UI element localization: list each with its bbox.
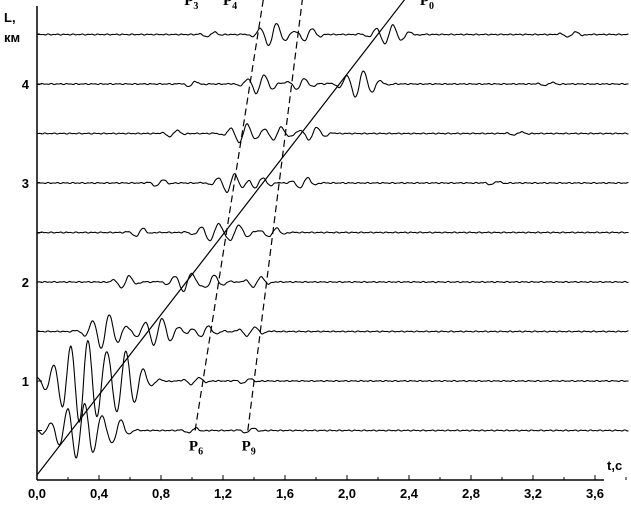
tick-group: 0,0 0,4 0,8 1,2 1,6 2,0 2,4 2,8 3,2 3,6 1 2 3 4: [22, 34, 627, 501]
trace-3: [36, 314, 629, 349]
axes: [36, 6, 604, 481]
trace-7: [37, 123, 629, 144]
trace-5: [36, 222, 629, 242]
wave-label-p9: P9: [242, 438, 256, 457]
y-axis-label-line1: L,: [4, 10, 16, 25]
trace-group: [36, 23, 629, 459]
x-tick-label: 3,2: [524, 486, 542, 501]
y-tick-label: 4: [22, 77, 30, 92]
trace-4: [37, 272, 629, 293]
line-p0: [36, 0, 406, 476]
trace-6: [36, 172, 629, 193]
wave-label-p0: P0: [420, 0, 434, 12]
line-p3: [194, 0, 264, 431]
y-tick-label: 3: [22, 176, 29, 191]
y-axis-label-line2: км: [4, 30, 20, 45]
wave-label-p3: P3: [184, 0, 198, 12]
trace-9: [36, 23, 629, 46]
trace-8: [36, 70, 629, 98]
wave-label-p6: P6: [189, 438, 203, 457]
x-axis-label: t,c: [607, 458, 622, 473]
x-tick-label: 2,8: [462, 486, 480, 501]
line-p4: [247, 0, 303, 431]
trace-2: [36, 339, 629, 424]
y-tick-label: 2: [22, 275, 29, 290]
x-tick-label: 2,0: [338, 486, 356, 501]
x-tick-label: 3,6: [586, 486, 604, 501]
y-tick-label: 1: [22, 374, 29, 389]
x-tick-label: 2,4: [400, 486, 419, 501]
x-tick-label: 0,8: [152, 486, 170, 501]
x-tick-label: 1,6: [276, 486, 294, 501]
x-tick-label: 0,4: [90, 486, 109, 501]
x-tick-label: 0,0: [28, 486, 46, 501]
trace-1: [36, 402, 629, 459]
label-group: L, км t,c: [4, 10, 622, 473]
travel-time-lines: P0 P3 P4 P6 P9: [36, 0, 434, 476]
x-tick-label: 1,2: [214, 486, 232, 501]
wave-label-p4: P4: [223, 0, 237, 12]
